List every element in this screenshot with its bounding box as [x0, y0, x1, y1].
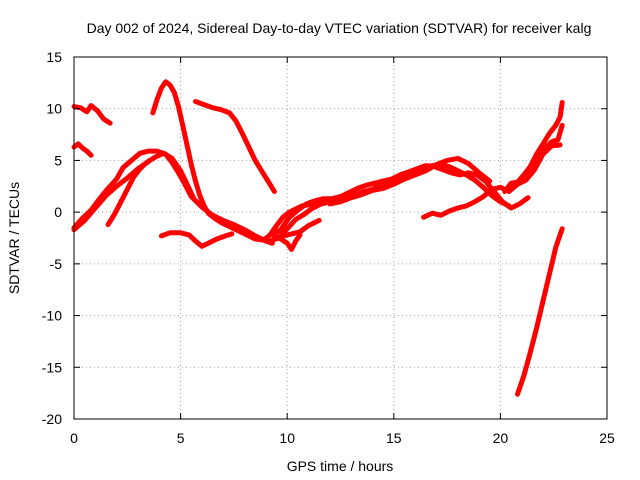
x-tick-label: 0: [70, 430, 78, 446]
x-tick-label: 5: [177, 430, 185, 446]
series-arc-16: [523, 122, 565, 178]
y-tick-label: -20: [42, 411, 62, 427]
x-tick-label: 25: [599, 430, 615, 446]
y-tick-label: 10: [46, 101, 62, 117]
x-tick-label: 20: [493, 430, 509, 446]
chart-title: Day 002 of 2024, Sidereal Day-to-day VTE…: [87, 20, 592, 36]
y-tick-label: 0: [54, 204, 62, 220]
series-arc-1: [71, 103, 113, 126]
series-arc-9: [259, 162, 512, 244]
plot-frame: [73, 56, 608, 420]
y-axis-label: SDTVAR / TECUs: [6, 182, 22, 294]
series-arc-10: [269, 163, 531, 238]
x-axis-label: GPS time / hours: [287, 458, 394, 474]
y-tick-label: 15: [46, 49, 62, 65]
series-arc-5: [105, 150, 196, 228]
series-arc-2: [71, 141, 94, 158]
series-arc-12: [271, 232, 303, 252]
series-arc-14: [421, 142, 563, 220]
data-series: [71, 79, 565, 397]
x-tick-label: 15: [386, 430, 402, 446]
y-tick-label: -15: [42, 359, 62, 375]
series-arc-11: [280, 217, 322, 239]
grid-lines: [74, 57, 607, 419]
series-arc-13: [327, 155, 493, 207]
series-arc-17: [515, 226, 565, 397]
y-tick-label: -5: [50, 256, 63, 272]
series-arc-8: [158, 230, 235, 249]
y-tick-label: -10: [42, 308, 62, 324]
axis-ticks: 0 5 10 15 20 25 -20 -15 -10 -5 0 5 10 15: [42, 49, 615, 446]
x-tick-label: 10: [279, 430, 295, 446]
series-arc-7: [193, 99, 277, 194]
y-tick-label: 5: [54, 152, 62, 168]
